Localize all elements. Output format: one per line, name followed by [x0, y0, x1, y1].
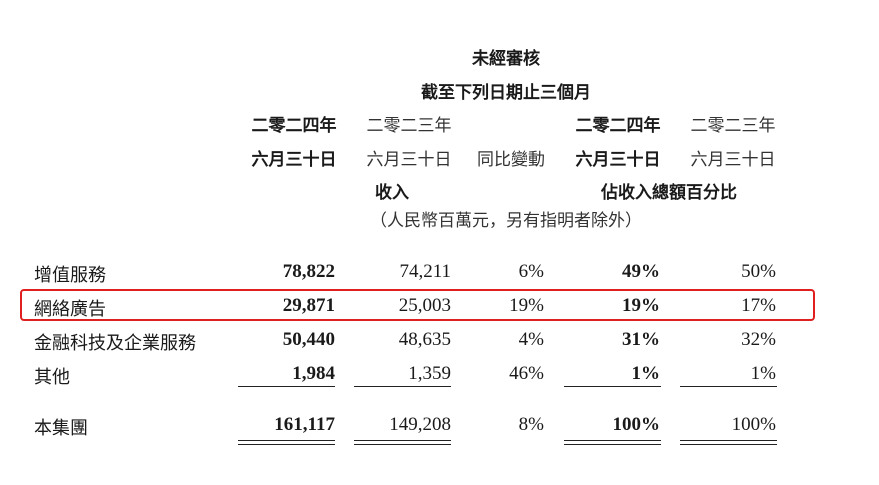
cell-rev-2023: 74,211: [399, 261, 451, 282]
unit-note: （人民幣百萬元，另有指明者除外）: [370, 211, 642, 231]
cell-rev-2023: 149,208: [389, 414, 451, 435]
cell-pct-2023: 17%: [741, 295, 776, 316]
cell-pct-2024: 1%: [631, 363, 661, 384]
unaudited-heading: 未經審核: [472, 49, 540, 69]
cell-pct-2023: 1%: [750, 363, 776, 384]
col-date-2024-rev: 六月三十日: [251, 150, 337, 170]
cell-rev-2024: 50,440: [282, 329, 335, 350]
cell-yoy: 46%: [509, 363, 544, 384]
cell-yoy: 4%: [518, 329, 544, 350]
cell-pct-2024: 100%: [612, 414, 661, 435]
total-line-b-2023: [354, 444, 451, 445]
col-yoy-change: 同比變動: [477, 150, 545, 170]
highlight-box: [20, 289, 815, 321]
pct-total-heading: 佔收入總額百分比: [601, 183, 737, 203]
cell-yoy: 19%: [509, 295, 544, 316]
total-line-b-pct-2024: [564, 444, 661, 445]
col-date-2023-rev: 六月三十日: [366, 150, 452, 170]
total-line-b-2024: [238, 444, 335, 445]
col-year-2024-pct: 二零二四年: [575, 116, 661, 136]
col-date-2023-pct: 六月三十日: [690, 150, 776, 170]
col-year-2023-rev: 二零二三年: [366, 116, 452, 136]
revenue-heading: 收入: [375, 183, 409, 203]
subtotal-line-2024: [238, 386, 335, 387]
col-year-2024-rev: 二零二四年: [251, 116, 337, 136]
cell-rev-2024: 29,871: [282, 295, 335, 316]
total-line-a-2023: [354, 440, 451, 441]
cell-rev-2023: 25,003: [398, 295, 451, 316]
cell-rev-2024: 78,822: [282, 261, 335, 282]
cell-pct-2024: 49%: [622, 261, 660, 282]
cell-rev-2024: 1,984: [292, 363, 335, 384]
subtotal-line-pct-2024: [564, 386, 661, 387]
period-heading: 截至下列日期止三個月: [421, 83, 591, 103]
col-year-2023-pct: 二零二三年: [690, 116, 776, 136]
total-line-a-2024: [238, 440, 335, 441]
subtotal-line-2023: [354, 386, 451, 387]
cell-label: 金融科技及企業服務: [34, 333, 196, 354]
total-line-a-pct-2024: [564, 440, 661, 441]
cell-pct-2024: 31%: [622, 329, 660, 350]
cell-yoy: 6%: [518, 261, 544, 282]
total-line-b-pct-2023: [680, 444, 777, 445]
cell-pct-2023: 100%: [731, 414, 776, 435]
cell-pct-2023: 32%: [741, 329, 776, 350]
cell-label: 其他: [34, 367, 70, 388]
cell-label: 網絡廣告: [34, 299, 106, 320]
cell-rev-2023: 48,635: [398, 329, 451, 350]
subtotal-line-pct-2023: [680, 386, 777, 387]
cell-label: 本集團: [34, 418, 88, 439]
cell-yoy: 8%: [518, 414, 544, 435]
cell-rev-2024: 161,117: [274, 414, 335, 435]
cell-pct-2024: 19%: [622, 295, 660, 316]
cell-pct-2023: 50%: [741, 261, 776, 282]
cell-rev-2023: 1,359: [408, 363, 451, 384]
col-date-2024-pct: 六月三十日: [575, 150, 661, 170]
cell-label: 增值服務: [34, 265, 106, 286]
total-line-a-pct-2023: [680, 440, 777, 441]
